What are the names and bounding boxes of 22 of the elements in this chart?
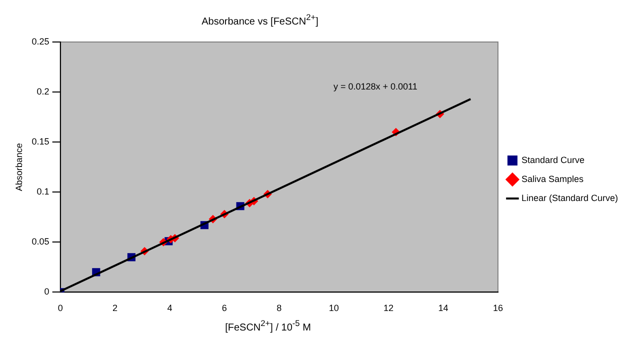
x-tick-label: 4 (167, 303, 172, 314)
legend-label: Saliva Samples (521, 174, 584, 184)
x-tick-label: 16 (492, 303, 503, 314)
y-tick-label: 0.2 (36, 86, 50, 97)
x-tick-label: 8 (276, 303, 282, 314)
y-tick-label: 0.25 (32, 36, 50, 46)
y-tick-label: 0 (44, 286, 50, 297)
legend-label: Standard Curve (521, 154, 584, 165)
chart-title: Absorbance vs [FeSCN$^{2+}$] (200, 12, 320, 28)
x-tick-label: 6 (222, 303, 227, 314)
x-tick-label: 10 (328, 303, 339, 314)
x-tick-label: 2 (112, 303, 118, 314)
x-tick-label: 0 (58, 303, 63, 314)
y-tick-label: 0.15 (32, 136, 50, 147)
annotation: y = 0.0128x + 0.0011 (333, 82, 418, 92)
y-tick-label: 0.1 (36, 186, 50, 197)
x-tick-label: 14 (438, 303, 448, 314)
y-axis-title: Absorbance (14, 143, 24, 192)
y-tick-label: 0.05 (32, 236, 50, 247)
legend-label: Linear (Standard Curve) (521, 192, 618, 203)
x-axis-title: [FeSCN$^{2+}$] / 10$^{-5}$ M (224, 318, 312, 334)
x-tick-label: 12 (384, 303, 394, 314)
